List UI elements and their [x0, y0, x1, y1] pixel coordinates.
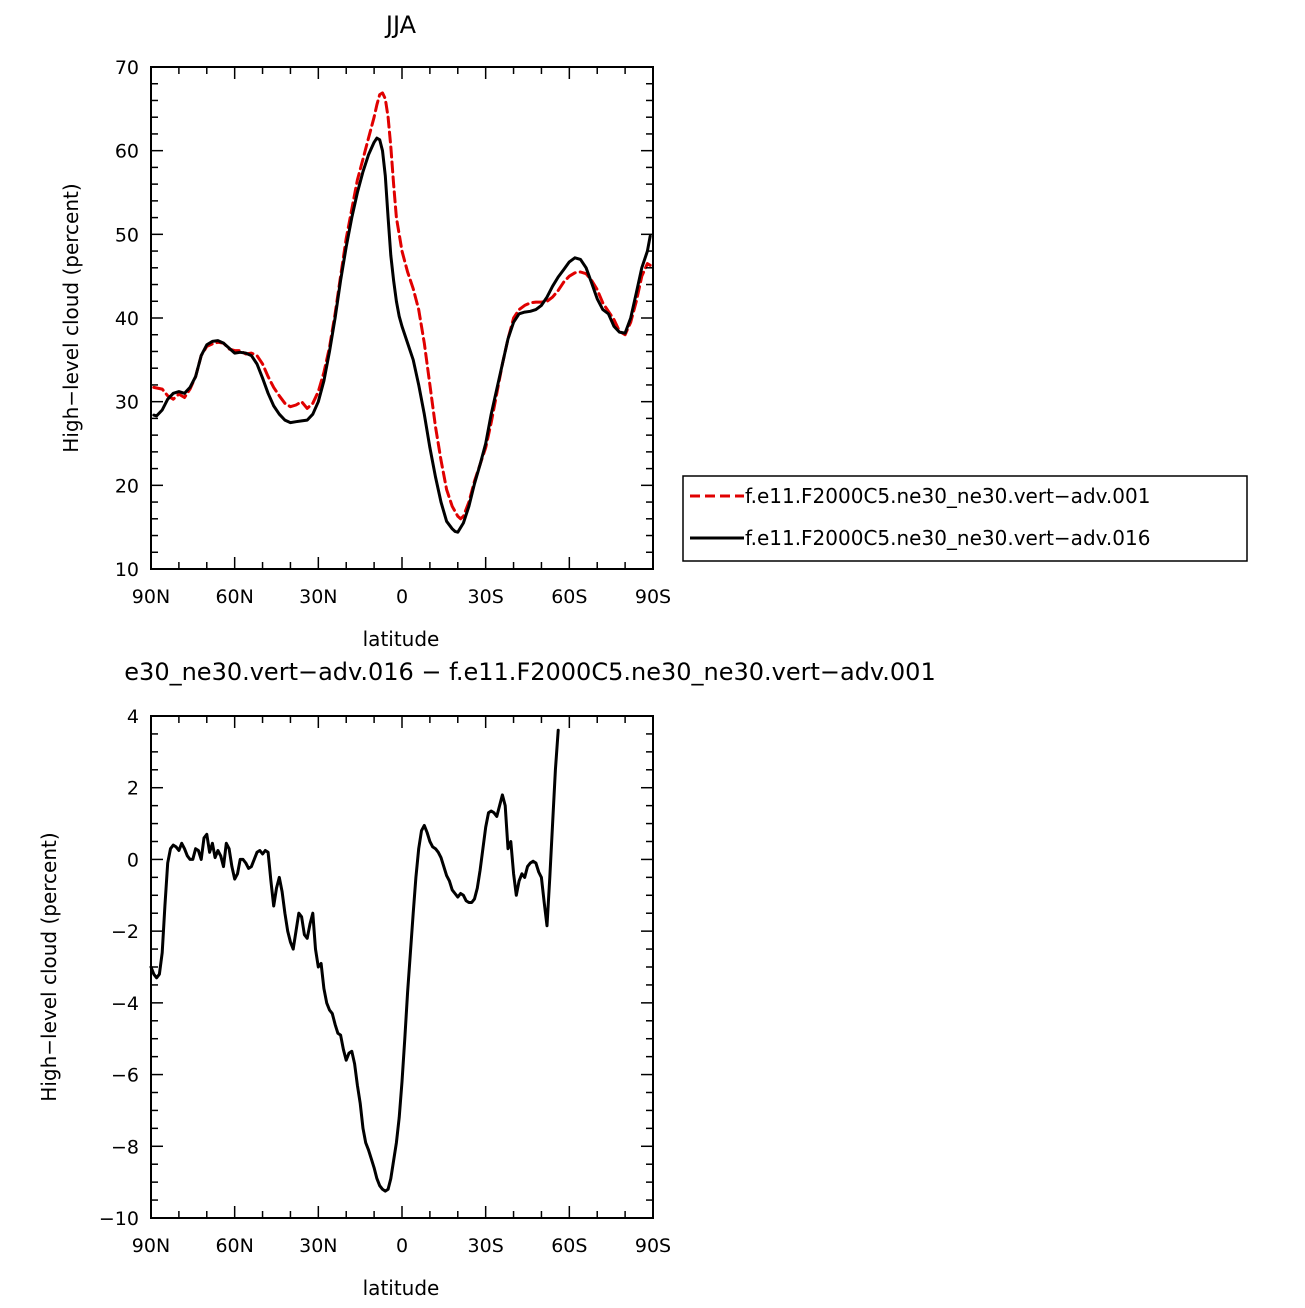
- top-chart-series-line-1: [152, 136, 652, 534]
- top-chart-title: JJA: [384, 11, 417, 39]
- top-chart-x-tick-label: 90S: [635, 586, 671, 608]
- bottom-chart-x-tick-label: 90N: [132, 1235, 170, 1257]
- top-chart-x-tick-label: 90N: [132, 586, 170, 608]
- bottom-chart-y-tick-label: −4: [111, 993, 139, 1015]
- bottom-chart-x-tick-label: 60S: [551, 1235, 587, 1257]
- bottom-chart-x-tick-label: 90S: [635, 1235, 671, 1257]
- bottom-chart-series-group: [149, 728, 560, 1193]
- bottom-chart-y-axis-title: High−level cloud (percent): [37, 832, 61, 1101]
- bottom-chart-x-tick-label: 30S: [468, 1235, 504, 1257]
- top-chart-x-tick-label: 60N: [215, 586, 253, 608]
- top-chart-x-tick-label: 60S: [551, 586, 587, 608]
- bottom-chart-x-tick-label: 0: [396, 1235, 408, 1257]
- top-chart-series-line-0: [152, 91, 652, 521]
- top-chart-frame: [150, 66, 654, 570]
- top-chart-x-tick-label: 0: [396, 586, 408, 608]
- bottom-chart-x-tick-label: 60N: [215, 1235, 253, 1257]
- bottom-chart-series-line-0: [149, 728, 560, 1193]
- top-chart-series-group: [152, 91, 652, 534]
- bottom-chart-x-axis-title: latitude: [363, 1276, 440, 1300]
- top-chart-y-tick-label: 20: [115, 475, 139, 497]
- top-chart-x-axis-title: latitude: [363, 627, 440, 651]
- top-chart: JJA 90N 60N 30N 0 30S 60S 90S 10 20 30 40 50 60 70 la…: [59, 11, 671, 651]
- bottom-chart-y-tick-label: 0: [127, 849, 139, 871]
- bottom-chart-y-tick-label: −6: [111, 1065, 139, 1087]
- top-chart-y-tick-label: 10: [115, 559, 139, 581]
- bottom-chart-x-tick-label: 30N: [299, 1235, 337, 1257]
- bottom-chart: e30_ne30.vert−adv.016 − f.e11.F2000C5.ne…: [37, 658, 936, 1300]
- bottom-chart-title: e30_ne30.vert−adv.016 − f.e11.F2000C5.ne…: [124, 658, 935, 686]
- bottom-chart-y-tick-label: 2: [127, 778, 139, 800]
- top-chart-y-tick-label: 60: [115, 141, 139, 163]
- legend-box: [682, 475, 1248, 562]
- legend-label-016: f.e11.F2000C5.ne30_ne30.vert−adv.016: [745, 526, 1150, 550]
- bottom-chart-y-tick-label: −8: [111, 1136, 139, 1158]
- bottom-chart-axes: 90N 60N 30N 0 30S 60S 90S −10 −8 −6 −4 −2 0 2 4: [99, 706, 671, 1257]
- legend-label-001: f.e11.F2000C5.ne30_ne30.vert−adv.001: [745, 484, 1150, 508]
- bottom-chart-y-tick-label: −10: [99, 1208, 139, 1230]
- top-chart-y-tick-label: 40: [115, 308, 139, 330]
- top-chart-y-axis-title: High−level cloud (percent): [59, 183, 83, 452]
- top-chart-y-tick-label: 30: [115, 392, 139, 414]
- top-chart-x-tick-label: 30N: [299, 586, 337, 608]
- top-chart-axes: 90N 60N 30N 0 30S 60S 90S 10 20 30 40 50 60 70: [115, 57, 671, 608]
- legend: f.e11.F2000C5.ne30_ne30.vert−adv.001 f.e…: [682, 475, 1248, 562]
- top-chart-y-tick-label: 70: [115, 57, 139, 79]
- top-chart-x-tick-label: 30S: [468, 586, 504, 608]
- top-chart-y-tick-label: 50: [115, 224, 139, 246]
- bottom-chart-frame: [150, 715, 654, 1219]
- bottom-chart-y-tick-label: 4: [127, 706, 139, 728]
- bottom-chart-y-tick-label: −2: [111, 921, 139, 943]
